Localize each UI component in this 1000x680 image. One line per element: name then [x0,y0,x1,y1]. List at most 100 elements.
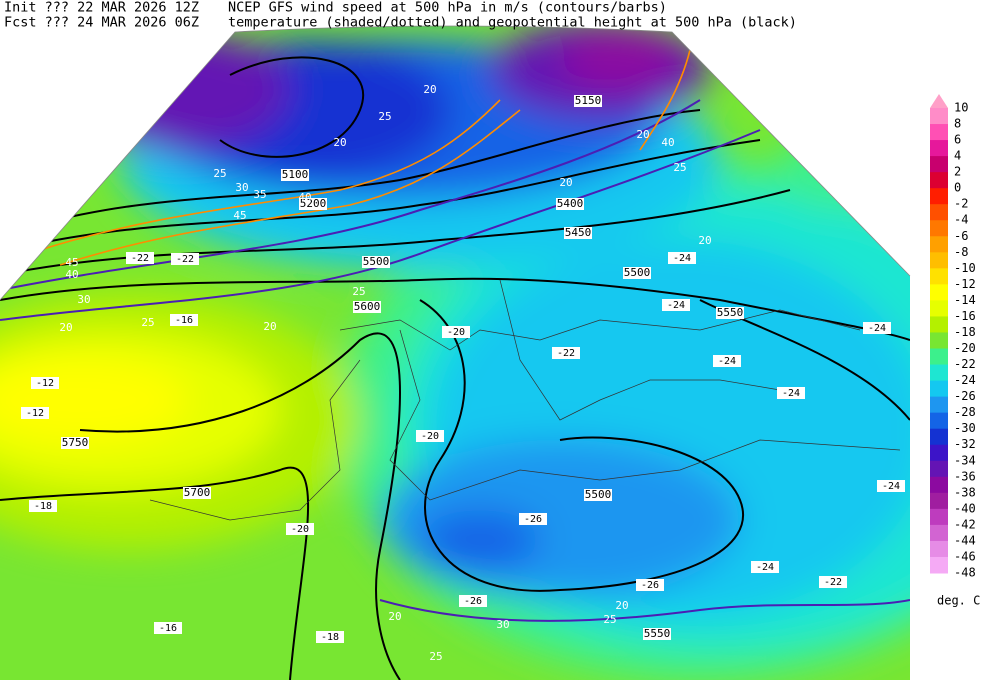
colorbar-tick-label: -12 [954,277,976,291]
colorbar-tick-label: -44 [954,533,976,547]
colorbar-band [930,300,948,317]
geopotential-label: 5450 [565,226,592,239]
colorbar-band [930,188,948,205]
wind-label: 20 [423,83,436,96]
colorbar-band [930,236,948,253]
colorbar-band [930,540,948,558]
title-line-2: temperature (shaded/dotted) and geopoten… [228,15,797,31]
colorbar-band [930,476,948,494]
colorbar-tick-label: -42 [954,517,976,531]
colorbar-band [930,108,948,125]
init-label: Init ??? 22 MAR 2026 12Z [4,0,199,16]
geopotential-label-box [584,489,612,501]
colorbar-tick-label: -2 [954,197,968,211]
geopotential-label: 5550 [644,627,671,640]
temperature-label: -26 [641,580,659,591]
temperature-label: -26 [524,514,542,525]
geopotential-label: 5500 [363,255,390,268]
wind-label: 30 [77,293,90,306]
temperature-label: -20 [421,431,439,442]
colorbar-tick-label: 2 [954,165,961,179]
colorbar-tick-label: -24 [954,373,976,387]
geopotential-label-box [574,95,602,107]
geopotential-label: 5500 [624,266,651,279]
temperature-label-box [126,252,154,264]
colorbar-band [930,140,948,157]
temperature-label: -24 [868,323,886,334]
temperature-label: -24 [882,481,900,492]
temperature-label: -18 [34,501,52,512]
wind-label: 40 [65,268,78,281]
temperature-label: -12 [26,408,44,419]
colorbar-tick-label: -4 [954,213,968,227]
temperature-label: -20 [291,524,309,535]
geopotential-label-box [353,301,381,313]
map-edge [0,25,911,301]
colorbar-band [930,396,948,414]
colorbar-unit: deg. C [937,594,980,608]
colorbar-band [930,316,948,333]
colorbar-tick-label: -6 [954,229,968,243]
colorbar-band [930,412,948,430]
temperature-label: -22 [824,577,842,588]
colorbar-band [930,460,948,478]
colorbar-triangle [930,94,948,108]
temperature-label-box [713,355,741,367]
wind-label: 25 [213,167,226,180]
temperature-label: -20 [447,327,465,338]
borders [149,279,901,521]
colorbar-tick-label: -10 [954,261,976,275]
colorbar-tick-label: -32 [954,437,976,451]
temperature-label-box [31,377,59,389]
temperature-label-box [170,314,198,326]
colorbar-tick-label: 10 [954,101,968,115]
wind-label: 20 [615,599,628,612]
colorbar-tick-label: -20 [954,341,976,355]
colorbar-band [930,556,948,574]
temperature-label: -18 [321,632,339,643]
geopotential-label-box [643,628,671,640]
geopotential-label-box [61,437,89,449]
temperature-label: -26 [464,596,482,607]
wind-label: 20 [636,128,649,141]
colorbar-tick-label: -18 [954,325,976,339]
wind-label: 30 [235,181,248,194]
temperature-label-box [519,513,547,525]
temperature-label: -24 [782,388,800,399]
colorbar-band [930,428,948,446]
wind-label: 20 [698,234,711,247]
geopotential-label-box [716,307,744,319]
wind-label: 30 [496,618,509,631]
temperature-label-box [863,322,891,334]
wind-label: 20 [388,610,401,623]
geopotential-label-box [556,198,584,210]
geopotential-label-box [281,169,309,181]
geopotential-label-box [299,198,327,210]
title-line-1: NCEP GFS wind speed at 500 hPa in m/s (c… [228,0,667,16]
wind-label: 35 [253,188,266,201]
colorbar-tick-label: -34 [954,453,976,467]
geopotential-label: 5500 [585,488,612,501]
colorbar-band [930,156,948,173]
wind-label: 25 [429,650,442,663]
temperature-label-box [316,631,344,643]
wind-label: 45 [233,209,246,222]
temperature-label-box [154,622,182,634]
wind-label: 20 [263,320,276,333]
wind-label: 20 [333,136,346,149]
colorbar-tick-label: -30 [954,421,976,435]
temperature-label: -24 [673,253,691,264]
temperature-label-box [751,561,779,573]
temperature-label-box [877,480,905,492]
geopotential-label-box [564,227,592,239]
temperature-label: -24 [667,300,685,311]
colorbar-tick-label: -48 [954,566,976,580]
geopotential-label: 5550 [717,306,744,319]
colorbar-tick-label: 6 [954,133,961,147]
temperature-label: -22 [131,253,149,264]
colorbar-band [930,444,948,462]
wind-contours [0,99,910,622]
geopotential-label: 5200 [300,197,327,210]
colorbar-tick-label: -14 [954,293,976,307]
